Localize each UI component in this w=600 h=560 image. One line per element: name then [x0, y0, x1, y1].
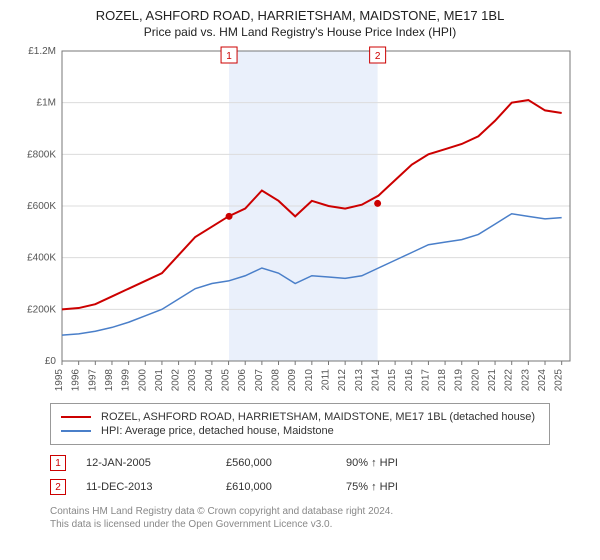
svg-text:2012: 2012	[337, 369, 348, 392]
transaction-date: 12-JAN-2005	[86, 457, 226, 469]
transaction-table: 1 12-JAN-2005 £560,000 90% ↑ HPI 2 11-DE…	[50, 451, 590, 499]
legend-item: HPI: Average price, detached house, Maid…	[61, 424, 539, 438]
svg-text:2022: 2022	[504, 369, 515, 392]
chart-title-line1: ROZEL, ASHFORD ROAD, HARRIETSHAM, MAIDST…	[10, 8, 590, 23]
chart-title-line2: Price paid vs. HM Land Registry's House …	[10, 25, 590, 39]
svg-text:£0: £0	[45, 356, 57, 367]
transaction-row: 1 12-JAN-2005 £560,000 90% ↑ HPI	[50, 451, 590, 475]
transaction-date: 11-DEC-2013	[86, 481, 226, 493]
transaction-price: £560,000	[226, 457, 346, 469]
svg-text:2007: 2007	[254, 369, 265, 392]
svg-text:2015: 2015	[387, 369, 398, 392]
svg-text:1997: 1997	[87, 369, 98, 392]
svg-text:1: 1	[226, 51, 232, 62]
svg-text:2016: 2016	[404, 369, 415, 392]
transaction-marker-icon: 2	[50, 479, 66, 495]
svg-text:2: 2	[375, 51, 381, 62]
transaction-pct: 90% ↑ HPI	[346, 457, 466, 469]
svg-text:1999: 1999	[121, 369, 132, 392]
svg-text:1995: 1995	[54, 369, 65, 392]
transaction-pct: 75% ↑ HPI	[346, 481, 466, 493]
svg-text:£1M: £1M	[37, 98, 56, 109]
chart-plot-area: £0 £200K £400K £600K £800K £1M £1.2M 1995 1996 19…	[20, 45, 580, 395]
line-chart-svg: £0 £200K £400K £600K £800K £1M £1.2M 1995 1996 19…	[20, 45, 580, 395]
legend-box: ROZEL, ASHFORD ROAD, HARRIETSHAM, MAIDST…	[50, 403, 550, 445]
footer-line1: Contains HM Land Registry data © Crown c…	[50, 505, 590, 518]
footer-attribution: Contains HM Land Registry data © Crown c…	[50, 505, 590, 531]
transaction-price: £610,000	[226, 481, 346, 493]
svg-text:2019: 2019	[454, 369, 465, 392]
svg-text:2008: 2008	[271, 369, 282, 392]
chart-container: ROZEL, ASHFORD ROAD, HARRIETSHAM, MAIDST…	[0, 0, 600, 560]
svg-text:2004: 2004	[204, 369, 215, 392]
svg-text:2009: 2009	[287, 369, 298, 392]
svg-text:2006: 2006	[237, 369, 248, 392]
svg-text:1998: 1998	[104, 369, 115, 392]
svg-text:1996: 1996	[71, 369, 82, 392]
footer-line2: This data is licensed under the Open Gov…	[50, 518, 590, 531]
svg-text:2002: 2002	[171, 369, 182, 392]
legend-label: ROZEL, ASHFORD ROAD, HARRIETSHAM, MAIDST…	[101, 411, 535, 423]
svg-text:2024: 2024	[537, 369, 548, 392]
svg-text:2005: 2005	[221, 369, 232, 392]
svg-text:2000: 2000	[137, 369, 148, 392]
transaction-marker-icon: 1	[50, 455, 66, 471]
svg-text:2025: 2025	[554, 369, 565, 392]
svg-text:£200K: £200K	[27, 304, 56, 315]
transaction-row: 2 11-DEC-2013 £610,000 75% ↑ HPI	[50, 475, 590, 499]
legend-item: ROZEL, ASHFORD ROAD, HARRIETSHAM, MAIDST…	[61, 410, 539, 424]
legend-label: HPI: Average price, detached house, Maid…	[101, 425, 334, 437]
svg-text:2023: 2023	[520, 369, 531, 392]
svg-text:2014: 2014	[370, 369, 381, 392]
svg-text:2003: 2003	[187, 369, 198, 392]
svg-text:2010: 2010	[304, 369, 315, 392]
svg-text:£400K: £400K	[27, 253, 56, 264]
svg-text:2018: 2018	[437, 369, 448, 392]
svg-text:2001: 2001	[154, 369, 165, 392]
svg-text:2021: 2021	[487, 369, 498, 392]
svg-text:2020: 2020	[470, 369, 481, 392]
legend-swatch-hpi	[61, 430, 91, 432]
svg-text:£600K: £600K	[27, 201, 56, 212]
legend-swatch-property	[61, 416, 91, 418]
svg-text:£800K: £800K	[27, 149, 56, 160]
svg-text:2017: 2017	[420, 369, 431, 392]
svg-text:2011: 2011	[320, 369, 331, 391]
svg-text:£1.2M: £1.2M	[28, 46, 56, 57]
svg-text:2013: 2013	[354, 369, 365, 392]
